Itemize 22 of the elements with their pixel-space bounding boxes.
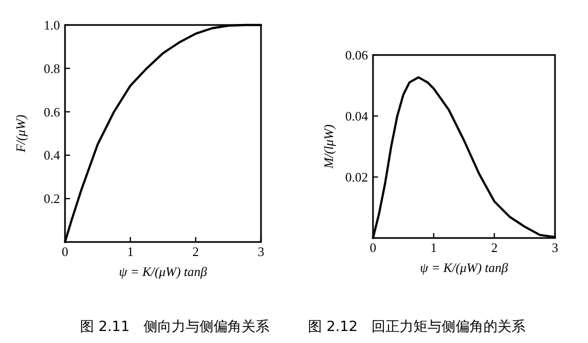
x-axis-title: ψ = K/(μW) tanβ [119,264,208,279]
y-tick-label: 0.2 [44,191,60,206]
x-tick-label: 1 [430,240,437,255]
y-tick-label: 0.06 [345,48,368,62]
y-tick-label: 0.8 [44,60,60,76]
y-tick-label: 1.0 [44,18,60,32]
text: 图 2.11 侧向力与侧偏角关系 [80,319,270,335]
y-tick-label: 0.6 [44,104,60,120]
y-axis-title: M/(lμW) [321,124,336,170]
y-tick-label: 0.02 [345,170,368,184]
y-tick-label: 0.4 [44,148,60,163]
y-tick-label: 0.04 [345,108,368,124]
text: 图 2.12 回正力矩与侧偏角的关系 [308,319,526,335]
x-tick-label: 1 [127,244,134,259]
x-tick-label: 3 [258,244,264,259]
x-tick-label: 0 [370,240,376,255]
x-tick-label: 0 [62,244,68,259]
x-tick-label: 2 [192,244,199,259]
x-tick-label: 3 [552,240,558,255]
x-axis-title: ψ = K/(μW) tanβ [420,260,509,275]
y-axis-title: F/(μW) [13,114,28,154]
x-tick-label: 2 [491,240,498,255]
